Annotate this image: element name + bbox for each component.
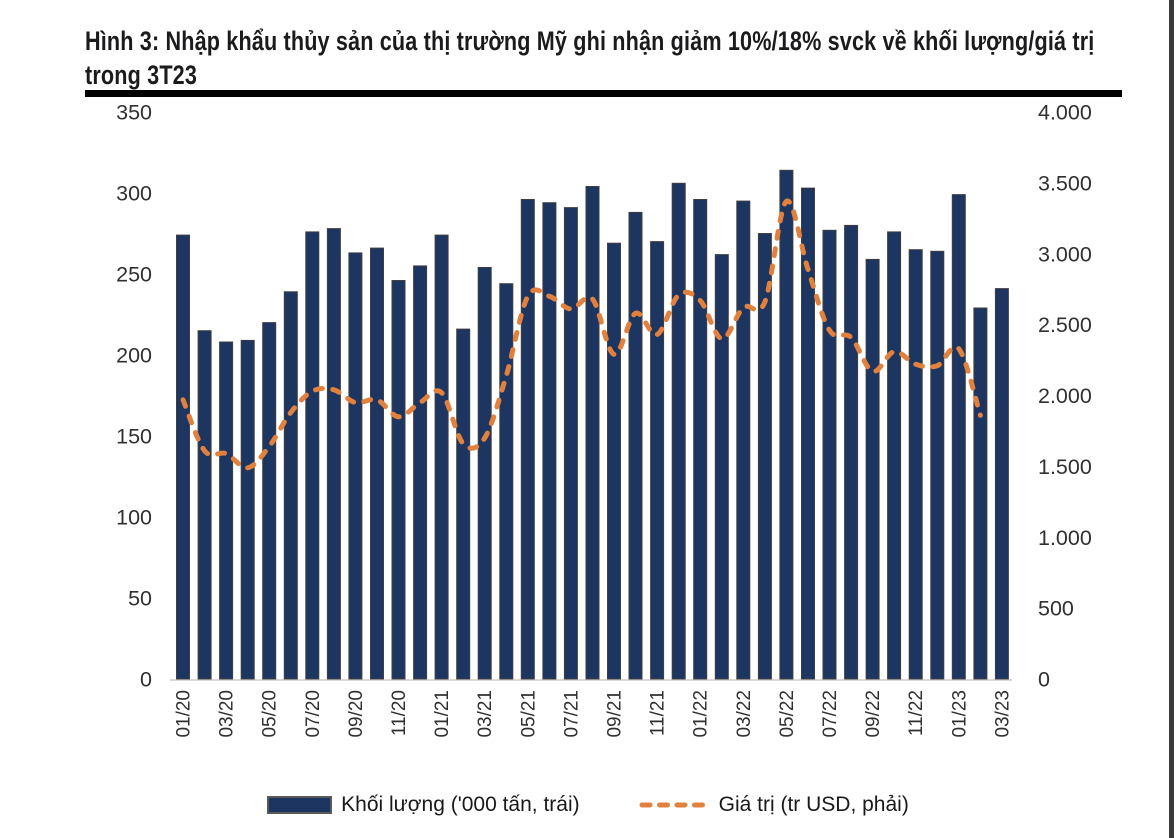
legend-item-volume: Khối lượng ('000 tấn, trái): [267, 793, 580, 817]
x-axis-label-09/21: 09/21: [605, 690, 626, 738]
left-axis-tick-200: 200: [116, 344, 152, 368]
bar-01/21: [434, 234, 449, 680]
right-axis-tick-2.500: 2.500: [1038, 313, 1092, 337]
x-axis-label-11/20: 11/20: [389, 690, 410, 736]
chart-legend: Khối lượng ('000 tấn, trái) Giá trị (tr …: [0, 793, 1176, 817]
value-line-path: [180, 198, 983, 471]
bar-08/22: [844, 224, 859, 680]
x-axis-label-05/21: 05/21: [518, 690, 539, 738]
right-axis-tick-500: 500: [1038, 597, 1074, 621]
bar-11/22: [908, 249, 923, 680]
x-axis-label-01/22: 01/22: [691, 690, 712, 738]
x-axis-label-01/21: 01/21: [432, 690, 453, 738]
bar-02/23: [973, 307, 988, 680]
combo-chart: 0 50 100 150 200 250 300 350 0 500 1.000 1.500 2.000…: [116, 101, 1092, 738]
bar-02/20: [197, 330, 212, 680]
x-axis-label-05/20: 05/20: [260, 690, 281, 738]
right-axis-tick-2.000: 2.000: [1038, 384, 1092, 408]
legend-label-volume: Khối lượng ('000 tấn, trái): [341, 793, 580, 816]
bar-03/22: [736, 200, 751, 680]
bar-10/21: [628, 211, 643, 680]
bar-10/22: [887, 231, 902, 680]
left-axis-tick-50: 50: [128, 587, 152, 611]
bar-01/22: [693, 199, 708, 680]
left-axis-tick-350: 350: [116, 101, 152, 125]
bar-12/20: [413, 265, 428, 680]
bar-02/21: [456, 328, 471, 680]
bar-07/20: [305, 231, 320, 680]
bar-05/21: [520, 199, 535, 680]
bar-12/21: [671, 182, 686, 680]
x-axis-label-07/22: 07/22: [820, 690, 841, 738]
bar-03/21: [477, 267, 492, 680]
x-axis-label-03/23: 03/23: [992, 690, 1013, 738]
figure-title: Hình 3: Nhập khẩu thủy sản của thị trườn…: [85, 26, 1095, 90]
bar-07/21: [563, 207, 578, 680]
x-axis-label-03/20: 03/20: [217, 690, 238, 738]
x-axis-label-03/22: 03/22: [734, 690, 755, 738]
bar-02/22: [714, 254, 729, 680]
right-axis-tick-3.000: 3.000: [1038, 242, 1092, 266]
value-dashed-line-swatch: [639, 802, 709, 808]
x-axis-label-03/21: 03/21: [475, 690, 496, 738]
bar-11/20: [391, 280, 406, 680]
x-axis-label-01/20: 01/20: [174, 690, 195, 738]
bar-04/22: [757, 233, 772, 680]
bar-03/20: [219, 341, 234, 680]
bar-03/23: [994, 288, 1009, 680]
x-axis-label-11/22: 11/22: [906, 690, 927, 736]
x-axis-label-09/22: 09/22: [863, 690, 884, 738]
right-axis-tick-1.500: 1.500: [1038, 455, 1092, 479]
right-axis-tick-0: 0: [1038, 668, 1050, 692]
bar-01/23: [951, 194, 966, 680]
x-axis-label-07/20: 07/20: [303, 690, 324, 738]
bar-04/21: [499, 283, 514, 680]
bar-08/20: [326, 228, 341, 680]
bar-05/22: [779, 169, 794, 680]
left-axis-tick-0: 0: [140, 668, 152, 692]
bar-09/20: [348, 252, 363, 680]
x-axis-label-05/22: 05/22: [777, 690, 798, 738]
bar-09/22: [865, 258, 880, 680]
bar-12/22: [930, 250, 945, 680]
bar-06/22: [801, 187, 815, 680]
bar-10/20: [370, 247, 384, 680]
x-axis-label-07/21: 07/21: [561, 690, 582, 738]
legend-item-value: Giá trị (tr USD, phải): [638, 793, 909, 817]
bar-04/20: [240, 339, 255, 680]
bar-11/21: [650, 241, 665, 680]
page-right-edge: [1169, 0, 1174, 838]
left-axis-tick-300: 300: [116, 182, 152, 206]
bar-06/21: [542, 202, 557, 680]
left-axis-tick-250: 250: [116, 263, 152, 287]
bar-01/20: [176, 234, 190, 680]
title-rule: [85, 90, 1122, 97]
bar-07/22: [822, 229, 837, 680]
bar-08/21: [585, 186, 600, 680]
bar-06/20: [283, 291, 298, 680]
x-axis-label-09/20: 09/20: [346, 690, 367, 738]
right-axis-tick-4.000: 4.000: [1038, 101, 1092, 125]
bar-09/21: [607, 242, 621, 680]
x-axis-label-11/21: 11/21: [648, 690, 669, 736]
bar-05/20: [262, 322, 277, 680]
x-axis-label-01/23: 01/23: [949, 690, 970, 738]
volume-bar-swatch: [267, 796, 333, 814]
left-axis-tick-150: 150: [116, 425, 152, 449]
legend-label-value: Giá trị (tr USD, phải): [718, 793, 909, 816]
right-axis-tick-3.500: 3.500: [1038, 171, 1092, 195]
right-axis-tick-1.000: 1.000: [1038, 526, 1092, 550]
left-axis-tick-100: 100: [116, 506, 152, 530]
